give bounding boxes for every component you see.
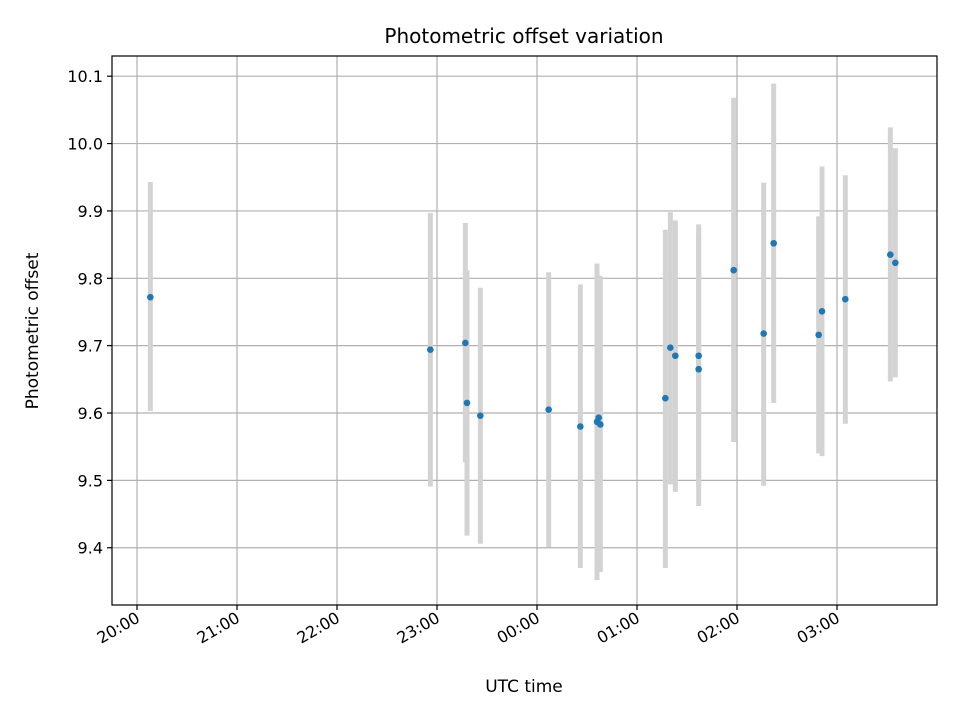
data-point	[577, 423, 584, 430]
y-tick-label: 10.1	[67, 67, 103, 86]
y-tick-label: 9.9	[78, 202, 103, 221]
y-tick-label: 9.7	[78, 337, 103, 356]
plot-frame	[111, 55, 938, 606]
y-tick-label: 9.8	[78, 269, 103, 288]
data-point	[730, 266, 737, 274]
data-point	[597, 421, 604, 428]
data-point	[887, 251, 894, 259]
y-tick-label: 10.0	[67, 135, 103, 154]
y-tick-label: 9.4	[78, 539, 103, 558]
data-point	[662, 394, 669, 402]
y-tick-label: 9.6	[78, 404, 103, 423]
data-point	[760, 330, 767, 337]
x-axis-title: UTC time	[485, 677, 563, 697]
data-point	[770, 239, 777, 247]
data-point	[427, 346, 434, 353]
data-point	[672, 352, 679, 360]
grid-layer	[112, 56, 937, 605]
y-axis-title: Photometric offset	[23, 252, 43, 409]
data-point	[842, 295, 849, 303]
data-point	[147, 293, 154, 301]
data-point	[463, 399, 471, 407]
data-point	[477, 412, 484, 420]
data-point	[695, 352, 702, 360]
data-point	[815, 331, 822, 339]
data-point	[818, 308, 826, 315]
data-point	[595, 414, 602, 422]
data-point	[462, 339, 469, 347]
data-point	[892, 259, 899, 267]
data-point	[667, 344, 674, 351]
y-tick-label: 9.5	[78, 471, 103, 490]
data-point	[695, 365, 702, 373]
chart-title: Photometric offset variation	[384, 24, 663, 48]
point-layer	[147, 239, 899, 430]
data-point	[545, 406, 552, 413]
